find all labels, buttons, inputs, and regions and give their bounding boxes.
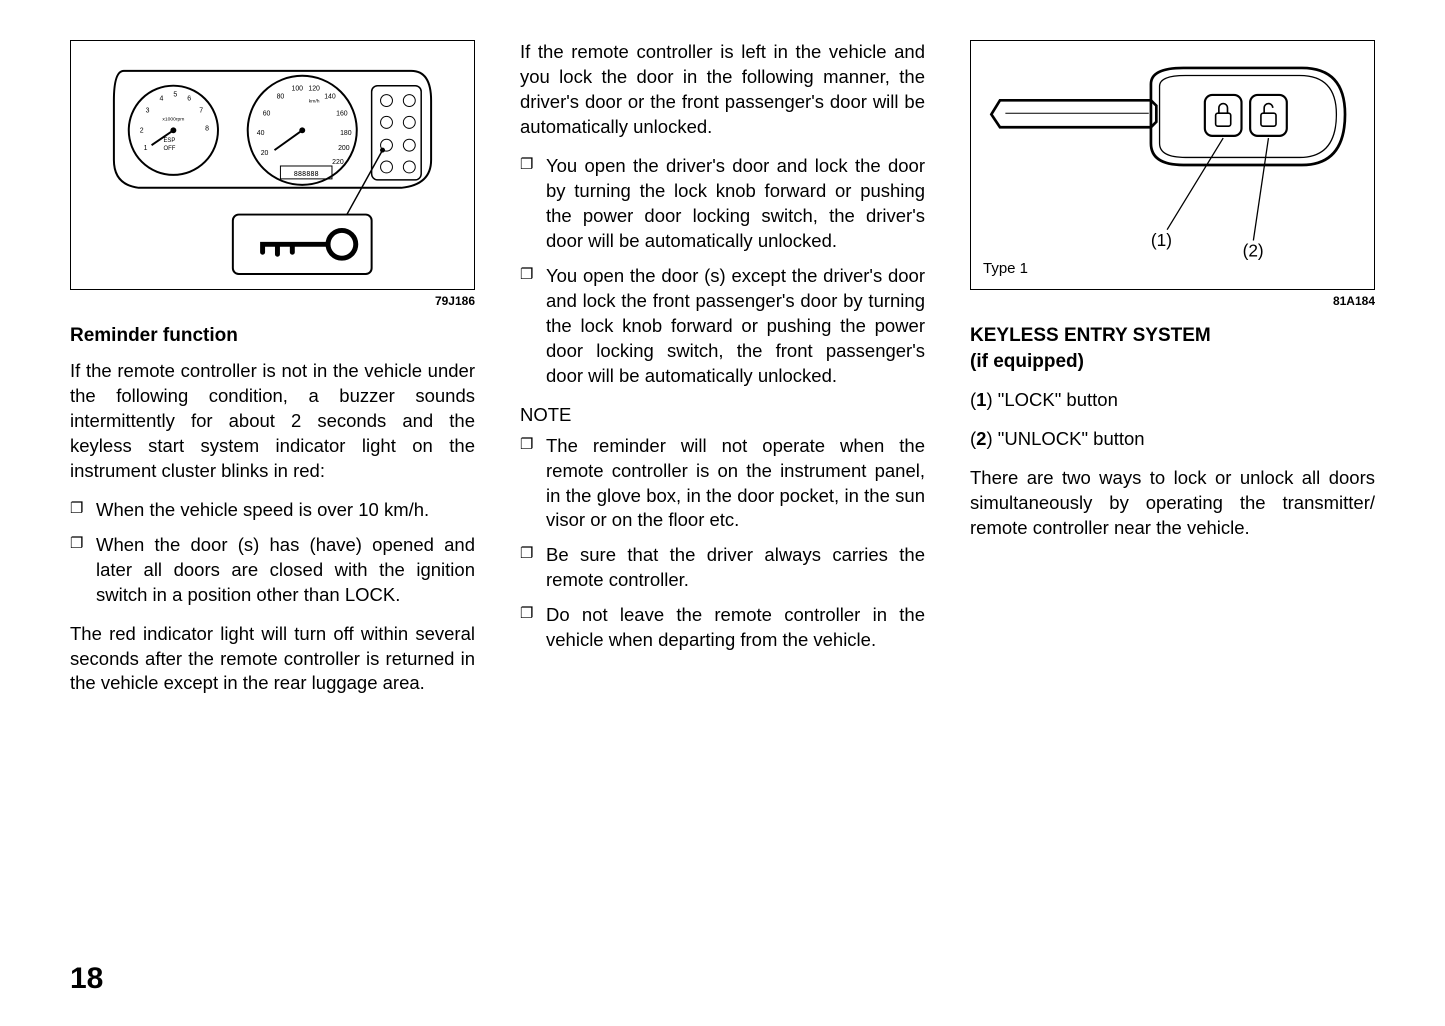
button-line-2: (2) "UNLOCK" button — [970, 427, 1375, 452]
col2-bullet1-2: You open the door (s) except the driver'… — [520, 264, 925, 389]
remote-key-figure: (1) (2) Type 1 — [970, 40, 1375, 290]
svg-text:7: 7 — [199, 107, 203, 114]
col2-bullet1-1: You open the driver's door and lock the … — [520, 154, 925, 254]
svg-text:160: 160 — [336, 110, 348, 117]
figure-caption-1: 79J186 — [70, 293, 475, 309]
svg-text:140: 140 — [324, 94, 336, 101]
btn2-text: "UNLOCK" button — [998, 428, 1145, 449]
keyless-heading: KEYLESS ENTRY SYSTEM — [970, 323, 1375, 349]
figure-caption-2: 81A184 — [970, 293, 1375, 309]
remote-key-svg: (1) (2) — [971, 41, 1374, 289]
note-label: NOTE — [520, 403, 925, 428]
svg-text:x1000rpm: x1000rpm — [162, 116, 184, 122]
svg-text:2: 2 — [140, 127, 144, 134]
col2-bullet2-3: Do not leave the remote controller in th… — [520, 603, 925, 653]
button-line-1: (1) "LOCK" button — [970, 388, 1375, 413]
svg-text:km/h: km/h — [309, 99, 320, 105]
column-1: 1 2 3 4 5 6 7 8 x1000rpm ESP OFF 20 40 60 80 100… — [70, 40, 475, 910]
reminder-heading: Reminder function — [70, 323, 475, 349]
col2-bullet2-1: The reminder will not operate when the r… — [520, 434, 925, 534]
column-2: If the remote controller is left in the … — [520, 40, 925, 910]
btn2-num: 2 — [976, 428, 986, 449]
col1-p2: The red indicator light will turn off wi… — [70, 622, 475, 697]
svg-text:3: 3 — [146, 107, 150, 114]
col2-bullets-1: You open the driver's door and lock the … — [520, 154, 925, 389]
page-number: 18 — [70, 962, 103, 996]
btn1-num: 1 — [976, 389, 986, 410]
svg-text:ESP: ESP — [163, 138, 175, 144]
svg-text:220: 220 — [332, 159, 344, 166]
svg-text:8: 8 — [205, 125, 209, 132]
col1-bullet-1: When the vehicle speed is over 10 km/h. — [70, 498, 475, 523]
svg-text:60: 60 — [263, 110, 271, 117]
svg-text:200: 200 — [338, 145, 350, 152]
col3-p1: There are two ways to lock or unlock all… — [970, 466, 1375, 541]
col2-bullets-2: The reminder will not operate when the r… — [520, 434, 925, 654]
svg-text:80: 80 — [277, 94, 285, 101]
callout-1: (1) — [1151, 230, 1172, 250]
col1-p1: If the remote controller is not in the v… — [70, 359, 475, 484]
col2-p1: If the remote controller is left in the … — [520, 40, 925, 140]
svg-text:OFF: OFF — [163, 146, 175, 152]
keyless-sub: (if equipped) — [970, 349, 1375, 375]
btn1-text: "LOCK" button — [998, 389, 1118, 410]
svg-text:180: 180 — [340, 130, 352, 137]
svg-text:888888: 888888 — [294, 170, 319, 178]
svg-text:4: 4 — [160, 96, 164, 103]
svg-text:6: 6 — [187, 96, 191, 103]
svg-text:120: 120 — [308, 86, 320, 93]
page: 1 2 3 4 5 6 7 8 x1000rpm ESP OFF 20 40 60 80 100… — [0, 0, 1445, 940]
column-3: (1) (2) Type 1 81A184 KEYLESS ENTRY SYST… — [970, 40, 1375, 910]
svg-text:20: 20 — [261, 150, 269, 157]
svg-text:1: 1 — [144, 145, 148, 152]
instrument-cluster-figure: 1 2 3 4 5 6 7 8 x1000rpm ESP OFF 20 40 60 80 100… — [70, 40, 475, 290]
col1-bullets: When the vehicle speed is over 10 km/h. … — [70, 498, 475, 608]
key-type-label: Type 1 — [983, 259, 1028, 279]
col2-bullet2-2: Be sure that the driver always carries t… — [520, 543, 925, 593]
callout-2: (2) — [1243, 241, 1264, 261]
col1-bullet-2: When the door (s) has (have) opened and … — [70, 533, 475, 608]
dashboard-svg: 1 2 3 4 5 6 7 8 x1000rpm ESP OFF 20 40 60 80 100… — [81, 51, 464, 279]
svg-text:40: 40 — [257, 130, 265, 137]
svg-text:5: 5 — [173, 92, 177, 99]
svg-text:100: 100 — [292, 86, 304, 93]
